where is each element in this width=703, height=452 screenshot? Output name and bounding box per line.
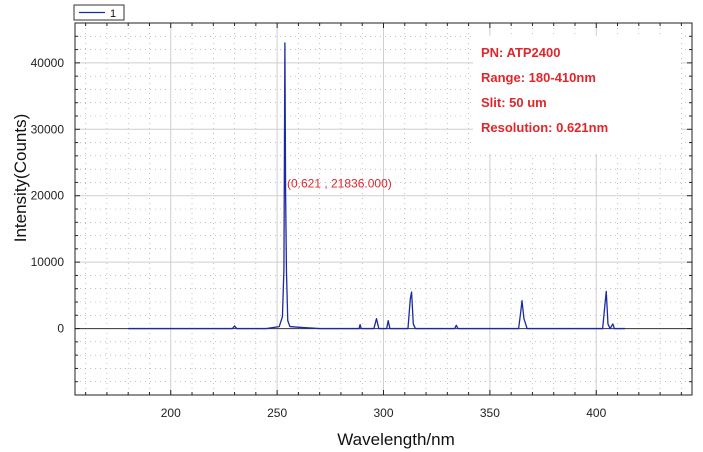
- info-box-background: [473, 36, 681, 154]
- y-tick-label: 0: [57, 322, 64, 336]
- series-line: [128, 42, 625, 330]
- y-tick-label: 30000: [31, 122, 65, 136]
- x-axis-title: Wavelength/nm: [337, 430, 454, 449]
- legend[interactable]: 1: [73, 4, 125, 21]
- info-line-pn: PN: ATP2400: [481, 45, 560, 60]
- info-box: PN: ATP2400 Range: 180-410nm Slit: 50 um…: [473, 36, 681, 154]
- x-tick-label: 400: [586, 406, 606, 420]
- axis-ticks: 200 250 300 350 400 0 10000 20000 30000 40000: [31, 22, 692, 420]
- y-tick-label: 20000: [31, 189, 65, 203]
- legend-entry-label: 1: [110, 8, 116, 20]
- x-tick-label: 350: [480, 406, 500, 420]
- x-tick-label: 250: [267, 406, 287, 420]
- y-tick-label: 40000: [31, 56, 65, 70]
- x-tick-label: 300: [373, 406, 393, 420]
- peak-annotation: (0.621 , 21836.000): [287, 177, 392, 191]
- annotation-layer: (0.621 , 21836.000): [287, 177, 392, 191]
- info-line-resolution: Resolution: 0.621nm: [481, 120, 608, 135]
- y-tick-label: 10000: [31, 255, 65, 269]
- y-axis-title: Intensity(Counts): [11, 114, 30, 243]
- x-tick-label: 200: [161, 406, 181, 420]
- info-line-slit: Slit: 50 um: [481, 95, 547, 110]
- info-line-range: Range: 180-410nm: [481, 70, 596, 85]
- series-layer: [128, 42, 625, 330]
